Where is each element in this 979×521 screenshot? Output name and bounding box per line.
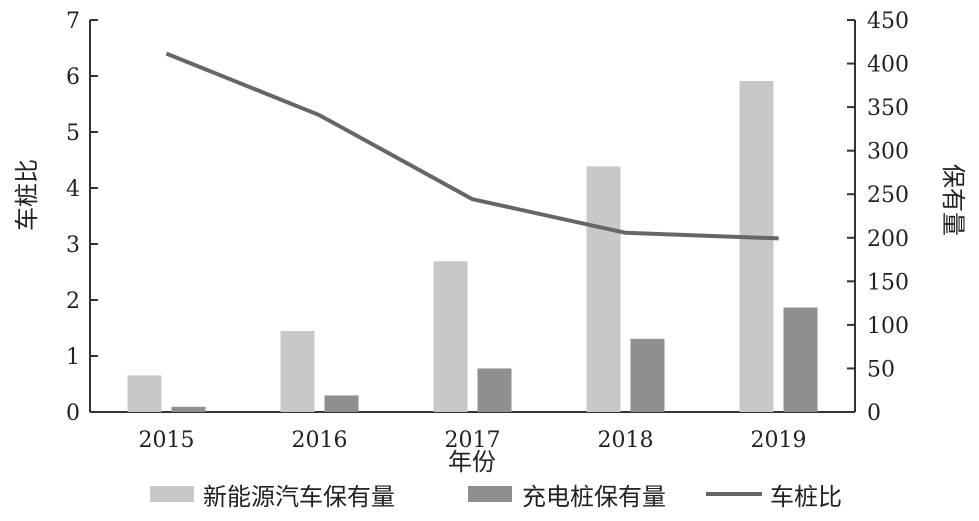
bar-charger-stock <box>783 307 818 412</box>
left-axis-ticks: 0 1 2 3 4 5 6 7 <box>66 9 98 426</box>
ratio-point <box>319 114 320 116</box>
bar-nev-stock <box>127 375 162 412</box>
right-tick-label: 50 <box>867 357 895 382</box>
x-axis-title: 年份 <box>448 448 496 476</box>
right-tick-label: 350 <box>867 96 909 121</box>
left-axis-title: 车桩比 <box>13 159 41 231</box>
ratio-point <box>166 53 167 55</box>
left-tick-label: 2 <box>66 289 80 314</box>
x-tick-label: 2019 <box>751 428 807 453</box>
bar-nev-stock <box>586 166 621 412</box>
right-tick-label: 300 <box>867 140 909 165</box>
right-tick-label: 100 <box>867 314 909 339</box>
right-axis-ticks: 0 50 100 150 200 250 300 350 400 450 <box>847 9 909 426</box>
x-tick-label: 2017 <box>445 428 501 453</box>
bar-charger-stock <box>477 368 512 412</box>
left-tick-label: 4 <box>66 177 80 202</box>
right-tick-label: 250 <box>867 183 909 208</box>
right-tick-label: 200 <box>867 227 909 252</box>
bars <box>127 80 818 412</box>
right-axis-title: 保有量 <box>939 164 967 236</box>
x-tick-label: 2016 <box>292 428 348 453</box>
legend-nev-stock-swatch <box>150 486 194 502</box>
ratio-point <box>778 237 779 239</box>
bar-charger-stock <box>171 406 206 412</box>
ratio-point <box>625 232 626 234</box>
left-tick-label: 7 <box>66 9 80 34</box>
bar-nev-stock <box>739 80 774 412</box>
bar-nev-stock <box>280 330 315 412</box>
x-tick-label: 2018 <box>598 428 654 453</box>
left-tick-label: 1 <box>66 345 80 370</box>
right-tick-label: 450 <box>867 9 909 34</box>
legend-charger-stock-label: 充电桩保有量 <box>522 483 666 511</box>
left-tick-label: 5 <box>66 121 80 146</box>
legend-nev-stock-label: 新能源汽车保有量 <box>203 483 395 511</box>
right-tick-label: 400 <box>867 53 909 78</box>
bar-charger-stock <box>630 338 665 412</box>
legend-charger-stock-swatch <box>468 486 512 502</box>
left-tick-label: 0 <box>66 401 80 426</box>
right-tick-label: 0 <box>867 401 881 426</box>
ratio-line-path <box>165 51 779 241</box>
right-tick-label: 150 <box>867 270 909 295</box>
x-tick-label: 2015 <box>139 428 195 453</box>
ratio-line <box>165 51 779 241</box>
left-tick-label: 6 <box>66 65 80 90</box>
bar-charger-stock <box>324 395 359 412</box>
x-axis-ticks: 2015 2016 2017 2018 2019 <box>139 428 807 453</box>
legend: 新能源汽车保有量 充电桩保有量 车桩比 <box>150 483 842 511</box>
bar-nev-stock <box>433 261 468 412</box>
ratio-point <box>472 198 473 200</box>
plot-area: 0 1 2 3 4 5 6 7 0 50 100 150 200 250 300 350 400 450 201… <box>66 9 909 453</box>
legend-ratio-label: 车桩比 <box>770 483 842 511</box>
left-tick-label: 3 <box>66 233 80 258</box>
